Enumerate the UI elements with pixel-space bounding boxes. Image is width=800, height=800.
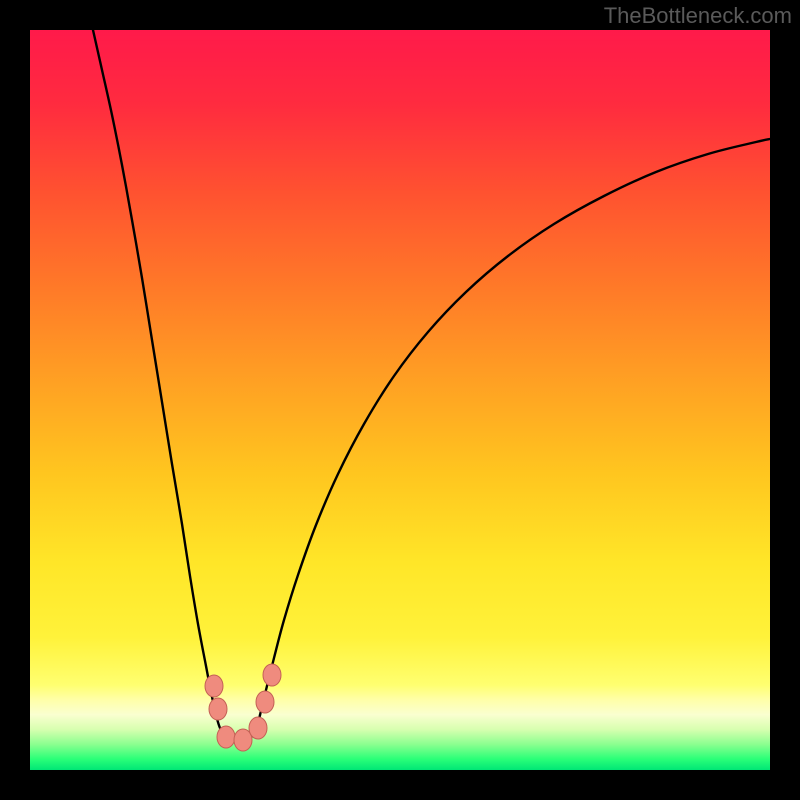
node-marker-4 bbox=[249, 717, 267, 739]
node-marker-2 bbox=[217, 726, 235, 748]
node-marker-1 bbox=[209, 698, 227, 720]
curve-right bbox=[260, 139, 770, 715]
node-marker-0 bbox=[205, 675, 223, 697]
curve-left bbox=[93, 30, 216, 715]
watermark-text: TheBottleneck.com bbox=[604, 3, 792, 29]
plot-area bbox=[30, 30, 770, 770]
curve-layer bbox=[30, 30, 770, 770]
node-marker-5 bbox=[256, 691, 274, 713]
node-marker-6 bbox=[263, 664, 281, 686]
chart-frame: TheBottleneck.com bbox=[0, 0, 800, 800]
